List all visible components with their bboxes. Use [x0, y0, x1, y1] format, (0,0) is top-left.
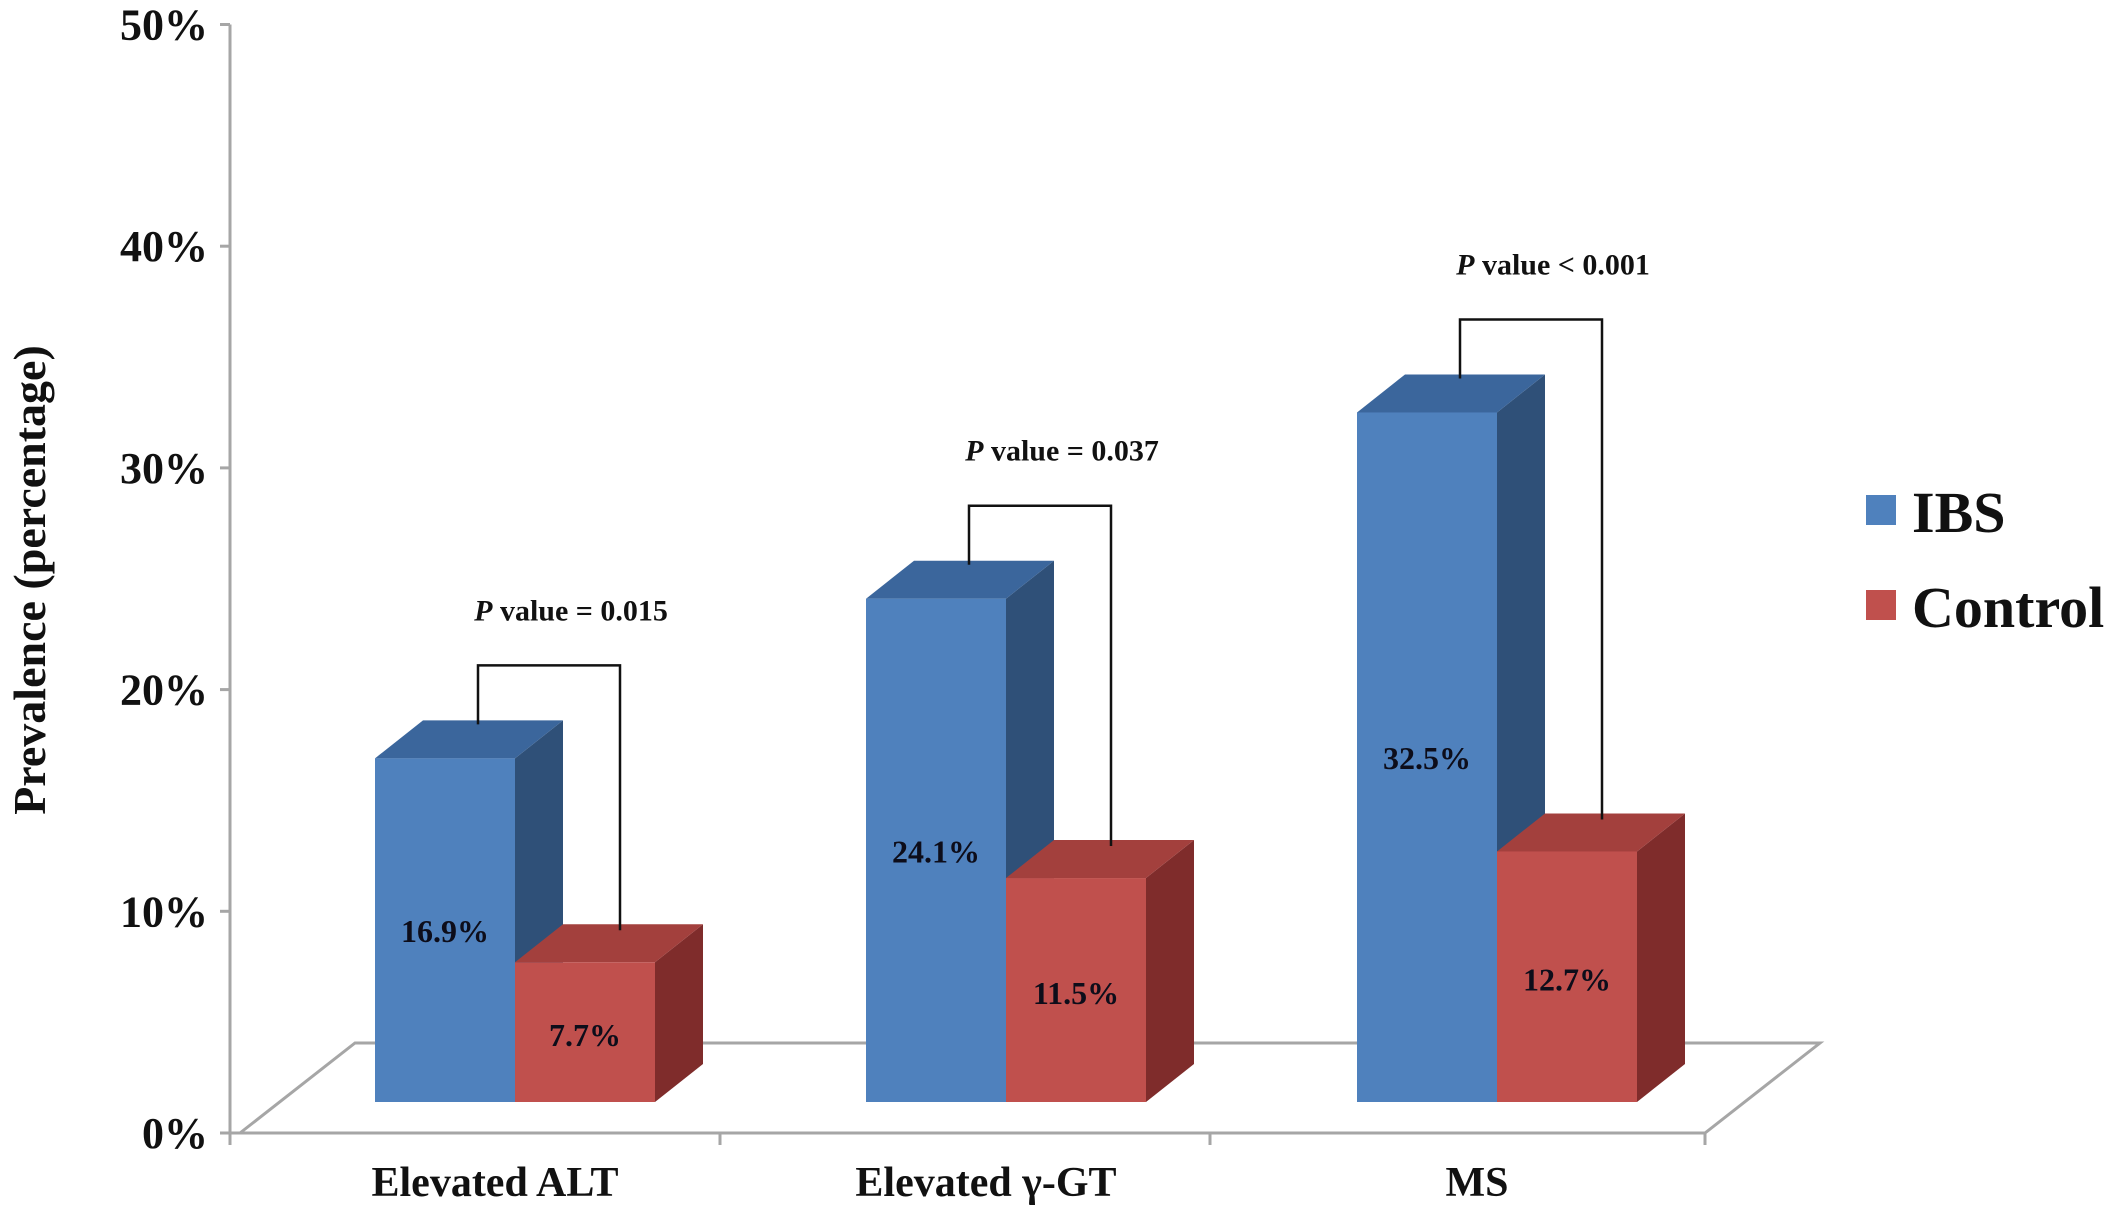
- legend-swatch-control: [1866, 590, 1896, 620]
- p-value-bracket: [476, 664, 622, 931]
- bar-control-0-top: [515, 924, 703, 963]
- p-value-brackets: P value = 0.015 P value = 0.037 P value < …: [473, 248, 1650, 931]
- data-label-ibs: 24.1%: [892, 833, 980, 869]
- bar-control-1-top: [1006, 840, 1194, 879]
- legend-label-control: Control: [1912, 575, 2104, 640]
- y-tick-label: 10%: [120, 887, 208, 936]
- y-axis-label: Prevalence (percentage): [4, 345, 55, 815]
- x-category-label: MS: [1446, 1160, 1509, 1206]
- legend-swatch-ibs: [1866, 495, 1896, 525]
- y-tick-label: 40%: [120, 222, 208, 271]
- bar-ibs-0-top: [375, 720, 563, 759]
- bar-control-2-front: [1497, 851, 1637, 1102]
- x-axis-categories: Elevated ALT Elevated γ-GT MS: [372, 1160, 1509, 1206]
- bar-control-0-front: [515, 962, 655, 1102]
- legend-label-ibs: IBS: [1912, 480, 2006, 545]
- p-value-label: P value = 0.037: [964, 435, 1159, 468]
- x-category-label: Elevated ALT: [372, 1160, 619, 1206]
- bar-control-2-top: [1497, 813, 1685, 852]
- bar-ibs-2-top: [1357, 374, 1545, 413]
- data-label-control: 12.7%: [1523, 962, 1611, 998]
- y-axis: [228, 24, 1705, 1135]
- legend: IBS Control: [1866, 480, 2104, 640]
- bar-ibs-2-front: [1357, 412, 1497, 1103]
- data-labels: 16.9% 7.7% 24.1% 11.5% 32.5% 12.7%: [401, 740, 1611, 1053]
- y-tick-label: 50%: [120, 1, 208, 50]
- bar-control-0: [515, 924, 703, 1102]
- p-value-bracket: [1458, 318, 1604, 820]
- bar-ibs-1-top: [866, 560, 1054, 599]
- bar-ibs-1-front: [866, 598, 1006, 1102]
- y-tick-label: 30%: [120, 444, 208, 493]
- data-label-control: 7.7%: [549, 1017, 621, 1053]
- data-label-ibs: 32.5%: [1383, 740, 1471, 776]
- y-tick-label: 20%: [120, 666, 208, 715]
- x-category-label: Elevated γ-GT: [855, 1160, 1116, 1206]
- bar-control-1-front: [1006, 878, 1146, 1102]
- bar-ibs-0-front: [375, 758, 515, 1102]
- y-tick-label: 0%: [142, 1109, 208, 1158]
- p-value-bracket: [967, 504, 1113, 847]
- bar-control-1: [1006, 840, 1194, 1102]
- bar-control-1-side: [1146, 840, 1194, 1102]
- y-axis-ticks: 0% 10% 20% 30% 40% 50%: [120, 1, 1707, 1158]
- p-value-label: P value = 0.015: [473, 594, 668, 627]
- bars: [375, 374, 1685, 1103]
- bar-control-2: [1497, 813, 1685, 1102]
- data-label-control: 11.5%: [1033, 975, 1119, 1011]
- data-label-ibs: 16.9%: [401, 913, 489, 949]
- p-value-label: P value < 0.001: [1455, 248, 1650, 281]
- bar-control-2-side: [1637, 813, 1685, 1102]
- bar-control-0-side: [655, 924, 703, 1102]
